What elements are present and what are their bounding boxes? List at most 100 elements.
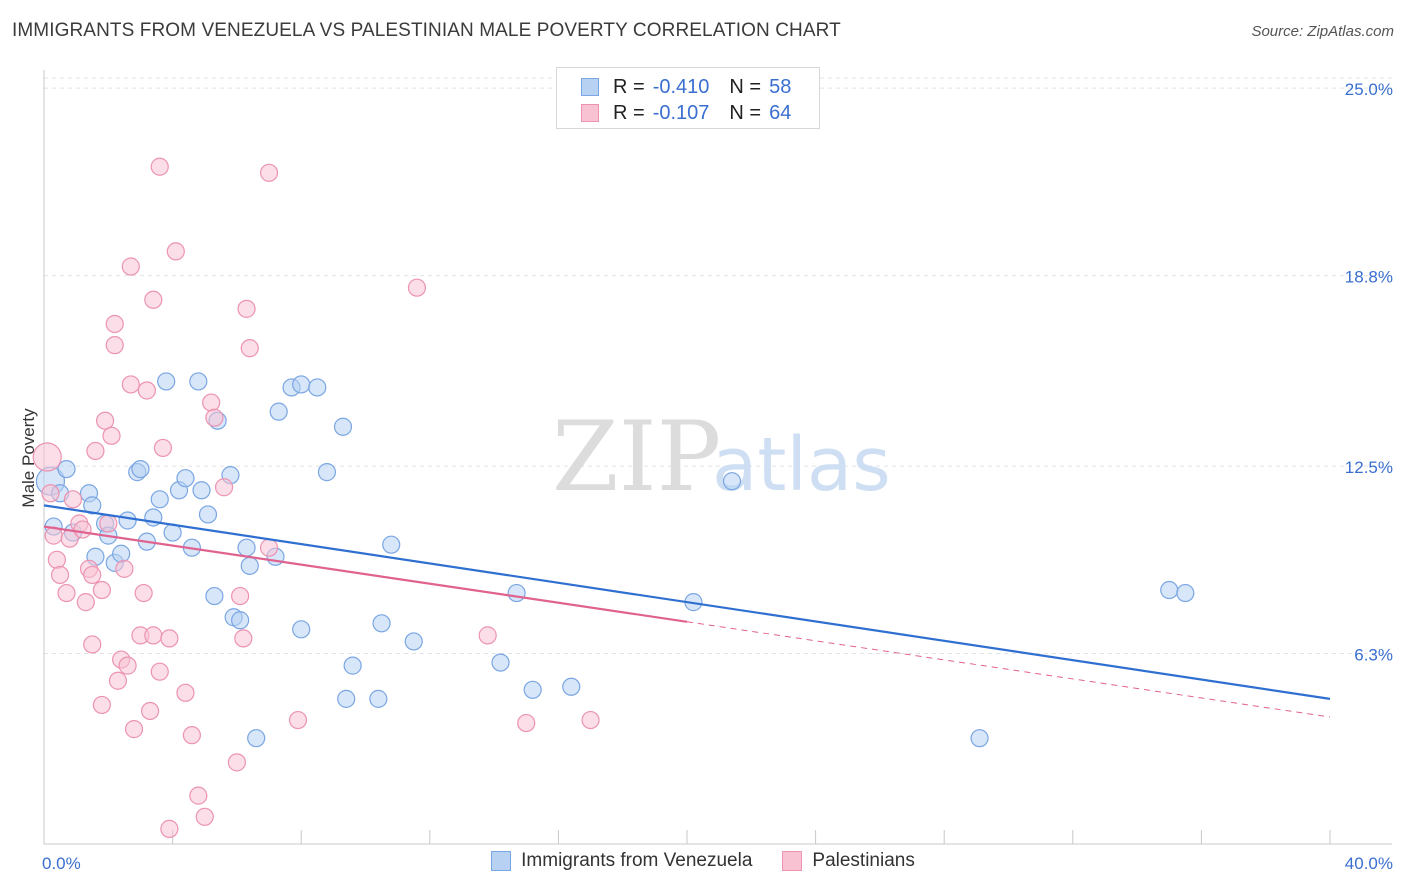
palestinian-point	[47, 550, 66, 569]
x-tick-label: 0.0%	[42, 854, 81, 873]
venezuela-point	[150, 490, 169, 509]
y-tick-label: 6.3%	[1354, 646, 1393, 665]
series-legend-palestinians: Palestinians	[782, 850, 915, 872]
trend-line-0	[43, 504, 1331, 700]
palestinian-point	[50, 565, 70, 585]
y-tick-label: 25.0%	[1345, 80, 1393, 99]
palestinian-swatch	[581, 104, 599, 122]
palestinian-point	[234, 629, 253, 648]
palestinian-point	[231, 586, 250, 606]
r-value: -0.107	[652, 101, 710, 124]
palestinian-point	[517, 713, 536, 733]
n-label: N =	[729, 75, 762, 98]
venezuela-point	[562, 677, 581, 696]
palestinian-point	[95, 411, 115, 430]
venezuela-point	[57, 459, 76, 479]
y-tick-label: 12.5%	[1345, 458, 1393, 477]
palestinian-point	[581, 710, 600, 730]
venezuela-point	[372, 614, 391, 633]
series-legend: Immigrants from Venezuela Palestinians	[0, 850, 1406, 872]
palestinian-point	[150, 662, 169, 681]
venezuela-point	[292, 375, 311, 394]
venezuela-point	[317, 463, 337, 482]
trend-line-dashed-1	[686, 621, 1331, 718]
palestinian-point	[407, 278, 427, 297]
palestinian-point	[140, 701, 160, 721]
trend-layer	[43, 504, 1331, 718]
venezuela-point	[176, 469, 195, 488]
palestinian-point	[214, 478, 234, 497]
palestinian-point	[121, 375, 140, 394]
palestinian-point	[144, 626, 163, 645]
venezuela-point	[343, 656, 362, 675]
venezuela-point	[192, 481, 211, 500]
venezuela-point	[491, 653, 510, 672]
points-layer	[32, 157, 1195, 838]
r-value: -0.410	[652, 75, 710, 98]
venezuela-point	[247, 729, 266, 748]
palestinian-point	[478, 626, 497, 645]
n-value: 64	[769, 101, 792, 124]
venezuela-point	[198, 505, 218, 524]
venezuela-point	[382, 535, 401, 554]
correlation-legend: R = -0.410 N = 58 R = -0.107 N = 64	[556, 67, 820, 129]
venezuela-point	[292, 620, 311, 639]
venezuela-point	[308, 378, 327, 397]
palestinian-point	[160, 819, 179, 838]
palestinian-point	[32, 442, 62, 472]
series-name: Immigrants from Venezuela	[521, 850, 753, 871]
palestinian-point	[227, 753, 246, 772]
chart-title: IMMIGRANTS FROM VENEZUELA VS PALESTINIAN…	[12, 20, 841, 41]
labels-layer: 6.3% 12.5% 18.8% 25.0% 0.0% 40.0%	[42, 80, 1393, 873]
palestinian-point	[99, 514, 118, 533]
palestinian-point	[160, 629, 179, 648]
venezuela-point	[337, 689, 356, 708]
palestinian-point	[83, 565, 102, 585]
palestinian-point	[150, 157, 169, 176]
venezuela-point	[722, 472, 742, 491]
palestinian-point	[166, 242, 185, 261]
venezuela-point	[1176, 583, 1195, 603]
legend-row-venezuela: R = -0.410 N = 58	[581, 74, 791, 100]
venezuela-point	[1160, 580, 1179, 600]
venezuela-point	[118, 511, 137, 530]
venezuela-point	[112, 544, 131, 563]
watermark-zip: ZIP	[552, 401, 721, 513]
palestinian-point	[124, 720, 144, 739]
palestinian-point	[105, 314, 124, 334]
palestinian-point	[105, 336, 124, 355]
venezuela-point	[970, 729, 989, 748]
palestinian-point	[259, 538, 279, 557]
palestinian-point	[202, 393, 221, 412]
r-label: R =	[613, 75, 645, 98]
x-tick-label: 40.0%	[1345, 854, 1393, 873]
venezuela-point	[369, 689, 388, 708]
palestinian-point	[83, 635, 102, 654]
palestinian-point	[92, 580, 111, 600]
r-label: R =	[613, 101, 645, 124]
trend-line-1	[43, 525, 688, 623]
venezuela-point	[83, 496, 102, 515]
palestinian-point	[92, 695, 111, 715]
palestinian-point	[115, 559, 134, 578]
palestinian-point	[176, 683, 195, 702]
palestinian-point	[73, 520, 92, 539]
watermark-atlas: atlas	[712, 422, 891, 508]
venezuela-point	[131, 459, 150, 479]
y-tick-label: 18.8%	[1345, 268, 1393, 287]
venezuela-point	[523, 680, 542, 699]
venezuela-point	[404, 632, 423, 651]
palestinian-point	[189, 786, 208, 805]
palestinian-legend-swatch	[782, 851, 803, 871]
palestinian-point	[153, 438, 173, 458]
palestinian-point	[205, 408, 224, 427]
venezuela-legend-swatch	[491, 851, 512, 871]
n-value: 58	[769, 75, 792, 98]
venezuela-point	[333, 417, 353, 436]
venezuela-point	[240, 556, 259, 575]
palestinian-point	[134, 583, 153, 603]
palestinian-point	[86, 441, 105, 461]
palestinian-point	[137, 381, 156, 400]
venezuela-point	[237, 538, 256, 557]
palestinian-point	[195, 807, 214, 826]
